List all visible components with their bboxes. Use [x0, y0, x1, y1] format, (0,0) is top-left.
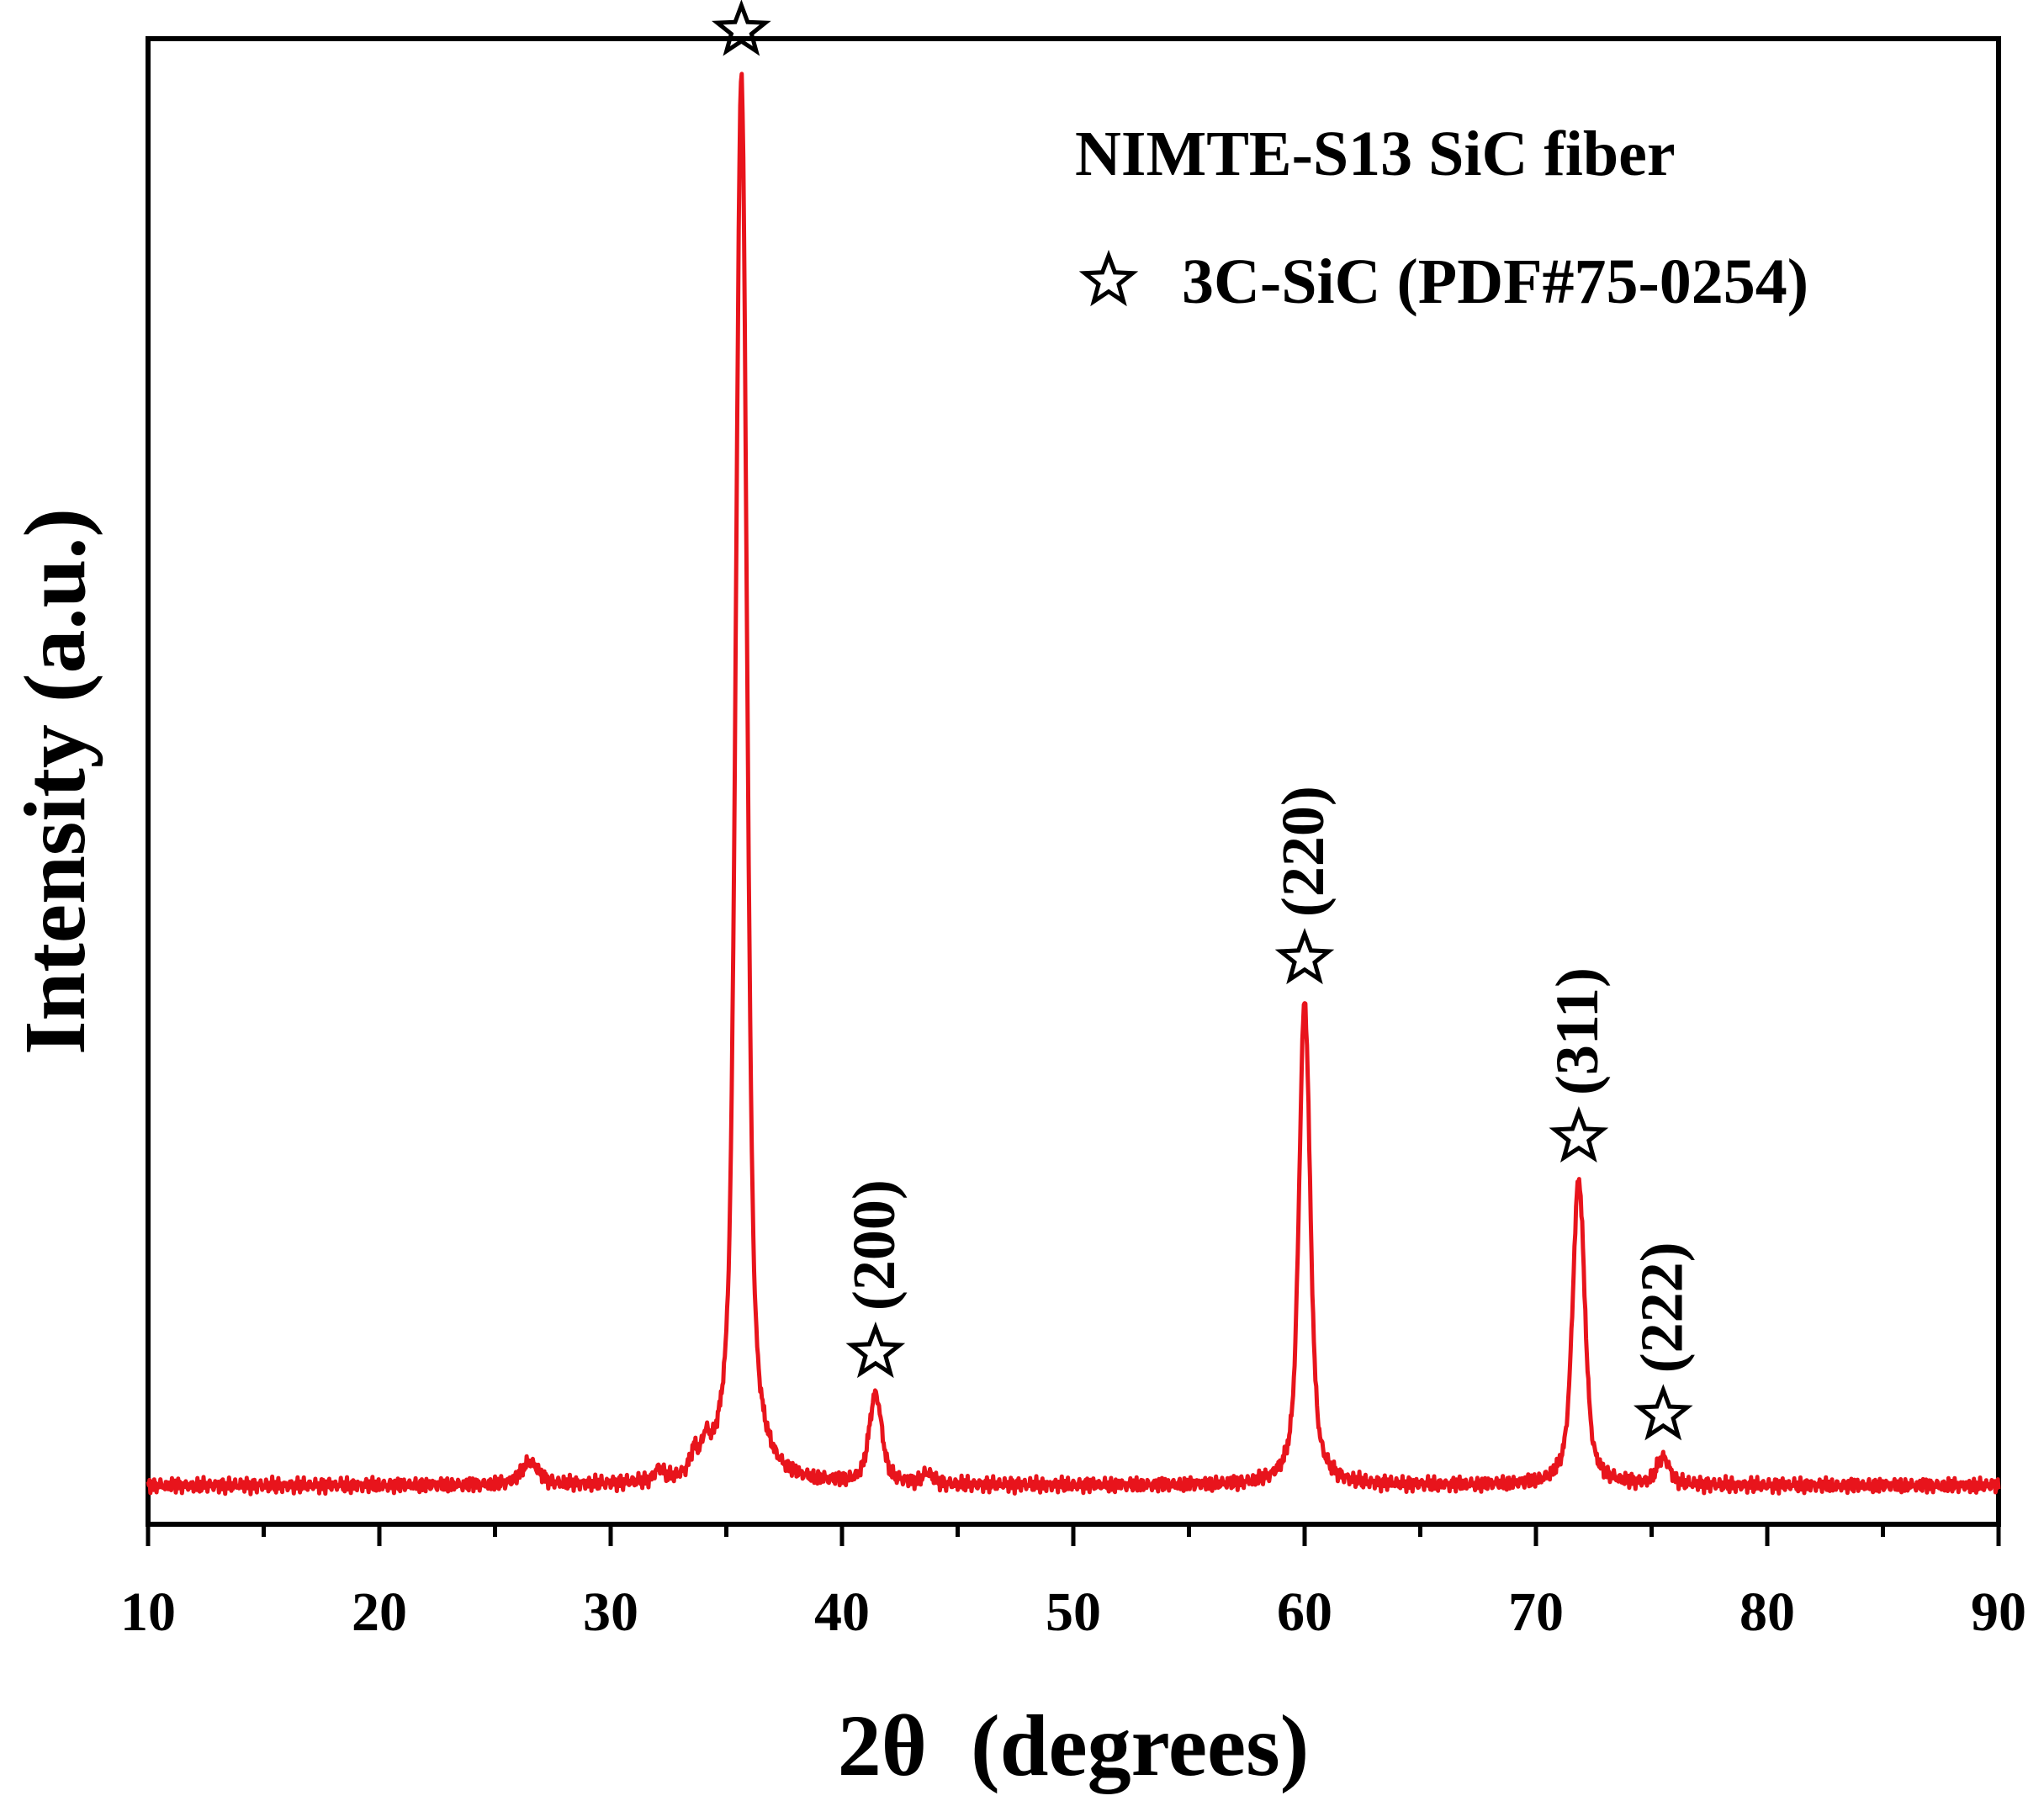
x-tick-label: 10 [120, 1581, 176, 1643]
legend-sample-label: NIMTE-S13 SiC fiber [1075, 119, 1676, 189]
x-axis-title: 2θ (degrees) [838, 1698, 1310, 1794]
star-icon [1633, 1384, 1693, 1441]
star-icon [1078, 249, 1139, 307]
x-tick-label: 40 [814, 1581, 870, 1643]
legend-phase-label: 3C-SiC (PDF#75-0254) [1182, 246, 1808, 317]
legend: NIMTE-S13 SiC fiber 3C-SiC (PDF#75-0254) [1075, 119, 1808, 317]
star-icon [711, 0, 771, 56]
peak-label: (200) [840, 1179, 908, 1311]
peak-label: (311) [1544, 967, 1611, 1095]
x-tick-label: 90 [1971, 1581, 2026, 1643]
x-axis-tick-labels: 10 20 30 40 50 60 70 80 90 [120, 1581, 2026, 1643]
x-tick-label: 20 [352, 1581, 407, 1643]
peak-label: (220) [1269, 786, 1337, 917]
x-tick-label: 60 [1277, 1581, 1332, 1643]
x-axis-ticks [146, 1524, 2001, 1546]
star-icon [1274, 927, 1335, 985]
x-tick-label: 30 [583, 1581, 638, 1643]
peak-label: (222) [1628, 1242, 1695, 1373]
diffraction-curve [146, 72, 2001, 1496]
star-icon [845, 1321, 906, 1379]
y-axis-title: Intensity (a.u.) [7, 508, 103, 1055]
x-tick-label: 70 [1508, 1581, 1564, 1643]
star-icon [1549, 1105, 1609, 1163]
x-tick-label: 50 [1046, 1581, 1101, 1643]
peak-annotations: (111)(200)(220)(311)(222) [711, 0, 1695, 1441]
x-tick-label: 80 [1740, 1581, 1795, 1643]
